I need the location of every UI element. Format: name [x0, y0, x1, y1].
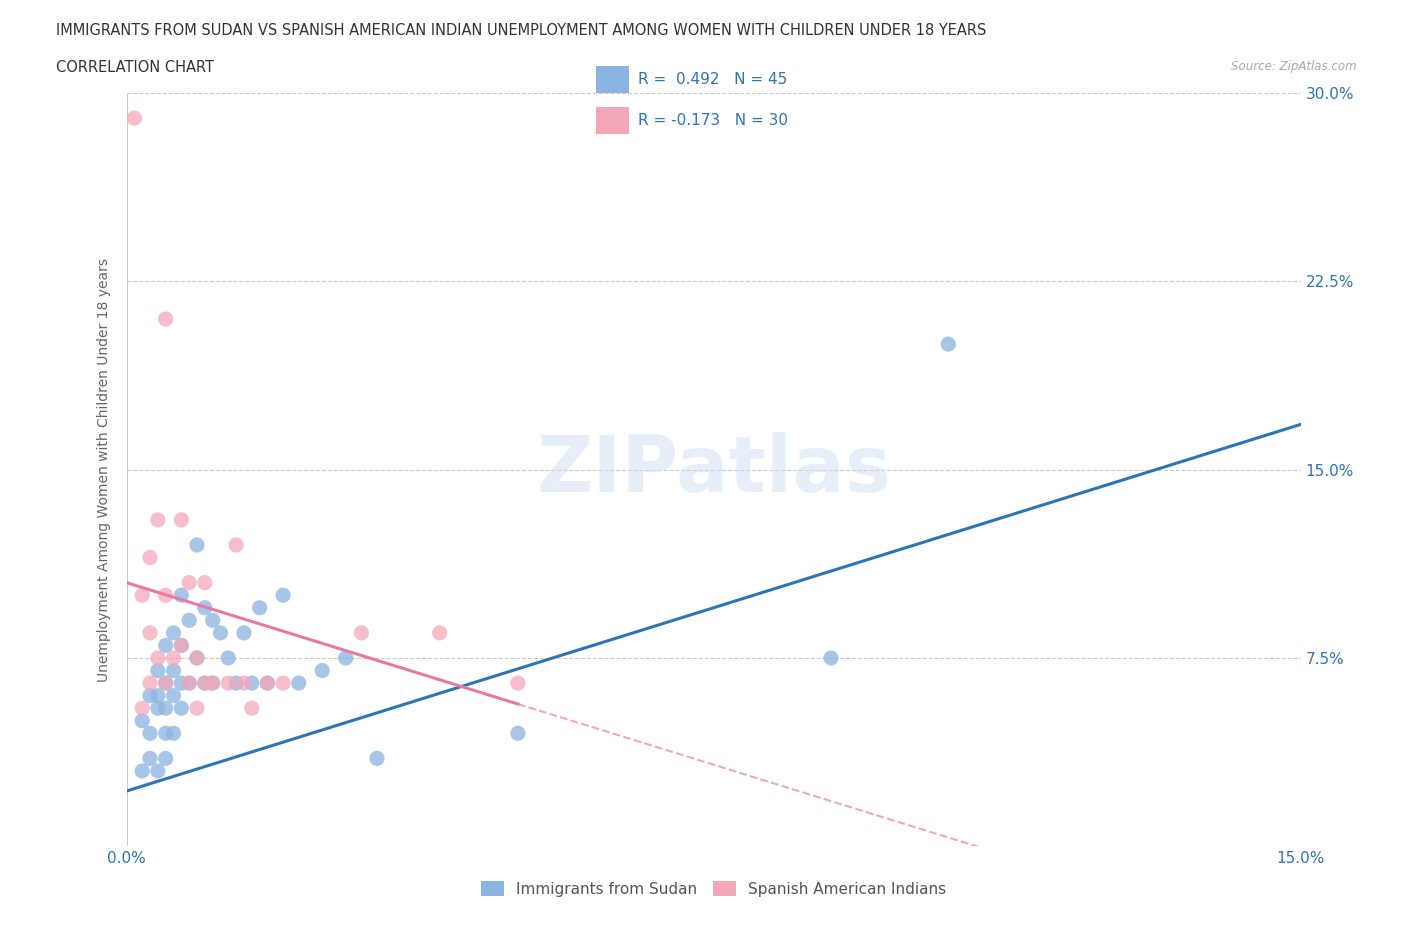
Point: [179, 675, 201, 690]
Bar: [596, 107, 628, 134]
Point: [139, 751, 162, 766]
Point: [139, 626, 162, 641]
Point: [350, 626, 373, 641]
Point: [429, 626, 451, 641]
Point: [124, 111, 146, 126]
Point: [131, 701, 153, 716]
Point: [170, 675, 193, 690]
Point: [186, 651, 208, 666]
Point: [146, 701, 169, 716]
Point: [936, 337, 959, 352]
Point: [201, 675, 224, 690]
Point: [287, 675, 309, 690]
Point: [131, 588, 153, 603]
Y-axis label: Unemployment Among Women with Children Under 18 years: Unemployment Among Women with Children U…: [97, 258, 111, 682]
Point: [155, 638, 177, 653]
Point: [139, 675, 162, 690]
Point: [155, 751, 177, 766]
Point: [155, 675, 177, 690]
Point: [155, 726, 177, 741]
Point: [179, 575, 201, 591]
Point: [179, 675, 201, 690]
Text: Source: ZipAtlas.com: Source: ZipAtlas.com: [1232, 60, 1357, 73]
Point: [139, 551, 162, 565]
Point: [162, 651, 184, 666]
Point: [366, 751, 388, 766]
Point: [162, 726, 184, 741]
Point: [225, 538, 247, 552]
Point: [225, 675, 247, 690]
Point: [186, 538, 208, 552]
Point: [155, 312, 177, 326]
Point: [217, 675, 239, 690]
Point: [209, 626, 232, 641]
Point: [506, 726, 529, 741]
Point: [820, 651, 842, 666]
Point: [506, 675, 529, 690]
Point: [146, 651, 169, 666]
Point: [162, 663, 184, 678]
Point: [335, 651, 357, 666]
Point: [170, 638, 193, 653]
Point: [201, 675, 224, 690]
Point: [232, 626, 256, 641]
Point: [217, 651, 239, 666]
Point: [186, 651, 208, 666]
Text: R = -0.173   N = 30: R = -0.173 N = 30: [638, 113, 787, 127]
Point: [201, 613, 224, 628]
Point: [139, 726, 162, 741]
Point: [186, 701, 208, 716]
Point: [256, 675, 278, 690]
Point: [311, 663, 333, 678]
Point: [194, 675, 217, 690]
Point: [194, 601, 217, 616]
Text: CORRELATION CHART: CORRELATION CHART: [56, 60, 214, 75]
Point: [162, 626, 184, 641]
Point: [249, 601, 271, 616]
Point: [155, 701, 177, 716]
Point: [194, 575, 217, 591]
Text: R =  0.492   N = 45: R = 0.492 N = 45: [638, 73, 787, 87]
Point: [139, 688, 162, 703]
Point: [162, 688, 184, 703]
Point: [170, 512, 193, 527]
Point: [232, 675, 256, 690]
Legend: Immigrants from Sudan, Spanish American Indians: Immigrants from Sudan, Spanish American …: [475, 874, 952, 903]
Point: [155, 588, 177, 603]
Point: [240, 675, 263, 690]
Point: [146, 512, 169, 527]
Point: [256, 675, 278, 690]
Point: [170, 588, 193, 603]
Point: [271, 588, 294, 603]
Point: [240, 701, 263, 716]
Text: IMMIGRANTS FROM SUDAN VS SPANISH AMERICAN INDIAN UNEMPLOYMENT AMONG WOMEN WITH C: IMMIGRANTS FROM SUDAN VS SPANISH AMERICA…: [56, 23, 987, 38]
Point: [194, 675, 217, 690]
Point: [146, 663, 169, 678]
Point: [146, 764, 169, 778]
Point: [179, 613, 201, 628]
Point: [131, 764, 153, 778]
Point: [170, 701, 193, 716]
Bar: [596, 66, 628, 93]
Point: [271, 675, 294, 690]
Point: [170, 638, 193, 653]
Point: [146, 688, 169, 703]
Point: [131, 713, 153, 728]
Point: [155, 675, 177, 690]
Text: ZIPatlas: ZIPatlas: [536, 432, 891, 508]
